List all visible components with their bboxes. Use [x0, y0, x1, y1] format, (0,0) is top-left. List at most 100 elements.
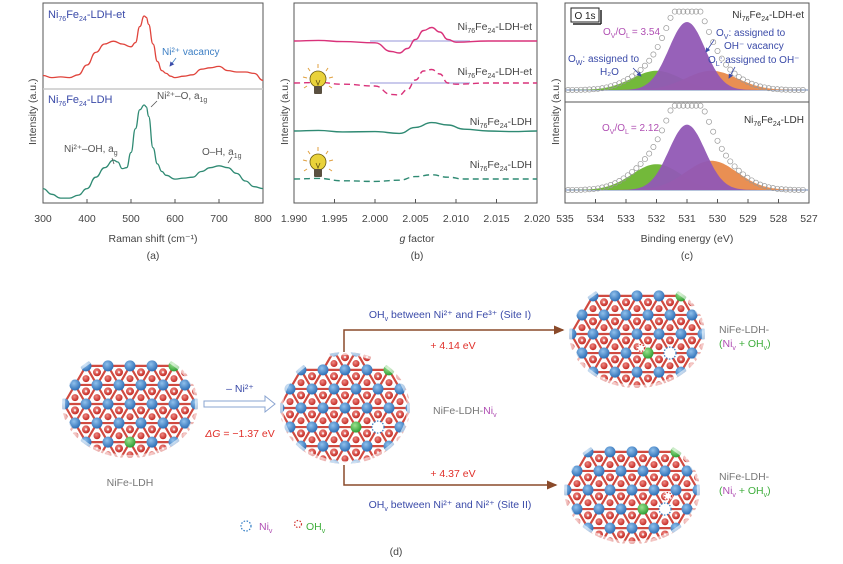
- xps-data-point: [603, 84, 610, 91]
- xps-data-point: [620, 175, 627, 182]
- oxygen-atom: [137, 394, 145, 402]
- nickel-atom: [69, 379, 81, 391]
- hydrogen-atom: [172, 390, 176, 393]
- lattice-edge: [566, 277, 708, 391]
- oxygen-atom: [655, 305, 663, 313]
- xps-data-point: [757, 83, 764, 90]
- oxygen-atom: [639, 480, 647, 488]
- xps-data-point: [701, 18, 708, 25]
- xps-data-point: [701, 108, 708, 115]
- panel-a-raman: 300 400 500 600 700 800 Ni76Fe24-LDH-et Ni76F…: [27, 2, 272, 262]
- nickel-atom: [582, 484, 594, 496]
- oxygen-atom: [644, 362, 652, 370]
- oxygen-atom: [104, 375, 112, 383]
- hydrogen-atom: [696, 514, 700, 517]
- panel-b-xlabel: g factor: [399, 233, 435, 245]
- oxygen-atom: [396, 448, 404, 457]
- oxygen-atom: [589, 343, 597, 351]
- oxygen-atom: [639, 518, 647, 526]
- x-tick-label: 2.000: [362, 213, 388, 225]
- nickel-atom: [135, 417, 147, 429]
- hydrogen-atom: [652, 514, 656, 517]
- hydrogen-atom: [117, 371, 121, 374]
- nickel-atom: [626, 484, 638, 496]
- xps-data-point: [778, 186, 785, 193]
- x-tick-label: 2.015: [483, 213, 509, 225]
- xps-data-point: [616, 178, 623, 184]
- xps-data-point: [731, 163, 738, 170]
- oxygen-atom: [688, 324, 696, 332]
- energy-site-2: + 4.37 eV: [430, 468, 475, 480]
- oxygen-atom: [666, 362, 674, 370]
- xps-data-point: [586, 86, 593, 93]
- xps-data-point: [607, 83, 614, 90]
- xps-data-point: [577, 186, 584, 193]
- nickel-atom: [626, 446, 638, 458]
- x-tick-label: 533: [617, 213, 635, 225]
- oxygen-atom: [115, 394, 123, 402]
- ol-arrow: [728, 66, 736, 79]
- xps-data-point: [676, 102, 683, 109]
- oxygen-atom: [683, 530, 691, 539]
- oxygen-atom: [297, 379, 305, 387]
- hydrogen-atom: [608, 514, 612, 517]
- hydrogen-atom: [73, 409, 77, 412]
- nickel-atom: [339, 402, 351, 414]
- nickel-atom: [576, 347, 588, 359]
- xps-data-point: [582, 86, 589, 93]
- xps-data-point: [697, 8, 704, 15]
- ow-arrow: [632, 67, 642, 77]
- oxygen-atom: [595, 480, 603, 488]
- nickel-atom: [372, 383, 384, 395]
- hydrogen-atom: [354, 375, 358, 378]
- nickel-atom: [609, 328, 621, 340]
- product-label-2b: (Niv + OHv): [719, 485, 771, 499]
- branch-arrow-site-2: [343, 465, 558, 490]
- panel-c-label-ldh: Ni76Fe24-LDH: [744, 115, 804, 128]
- xps-data-point: [774, 86, 781, 93]
- oxygen-atom: [308, 398, 316, 406]
- hydrogen-atom: [387, 432, 391, 435]
- nickel-atom: [124, 360, 136, 372]
- hydrogen-atom: [635, 320, 639, 323]
- oxygen-atom: [331, 474, 338, 481]
- hydrogen-atom: [376, 375, 380, 378]
- oxygen-atom: [584, 537, 592, 544]
- oxygen-atom: [308, 436, 316, 444]
- hydrogen-atom: [161, 371, 165, 374]
- nickel-atom: [306, 421, 318, 433]
- oxygen-atom: [353, 474, 360, 481]
- panel-b-label-3: Ni76Fe24-LDH: [470, 116, 532, 130]
- xps-data-point: [740, 171, 747, 178]
- esr-series-0: [293, 26, 537, 54]
- nickel-atom: [664, 309, 676, 321]
- lattice-edge: [277, 349, 413, 467]
- ov-annotation-2: OH⁻ vacancy: [724, 41, 784, 52]
- hydrogen-atom: [591, 320, 595, 323]
- hydrogen-atom: [641, 533, 645, 536]
- xps-data-point: [671, 102, 678, 109]
- nickel-atom: [681, 503, 693, 515]
- x-tick-label: 530: [709, 213, 727, 225]
- oxygen-atom: [606, 461, 614, 469]
- hydrogen-atom: [708, 495, 710, 497]
- oxygen-atom: [672, 461, 680, 469]
- hydrogen-atom: [602, 339, 606, 342]
- legend-ohv: OHv: [306, 521, 326, 535]
- panel-b-esr: 1.990 1.995 2.000 2.005 2.010 2.015 2.020 Ni76…: [279, 2, 550, 262]
- xps-data-point: [582, 186, 589, 193]
- panel-c-xlabel: Binding energy (eV): [641, 233, 734, 245]
- xps-data-point: [594, 85, 601, 92]
- nickel-atom: [648, 522, 660, 534]
- xps-data-point: [714, 137, 721, 144]
- hydrogen-atom: [95, 409, 99, 412]
- legend-niv: Niv: [259, 521, 273, 535]
- xps-data-point: [684, 102, 691, 109]
- hydrogen-atom: [387, 394, 391, 397]
- nickel-atom: [626, 522, 638, 534]
- nickel-atom: [91, 417, 103, 429]
- iron-atom: [637, 503, 649, 515]
- xps-data-point: [650, 51, 657, 58]
- nickel-atom: [637, 465, 649, 477]
